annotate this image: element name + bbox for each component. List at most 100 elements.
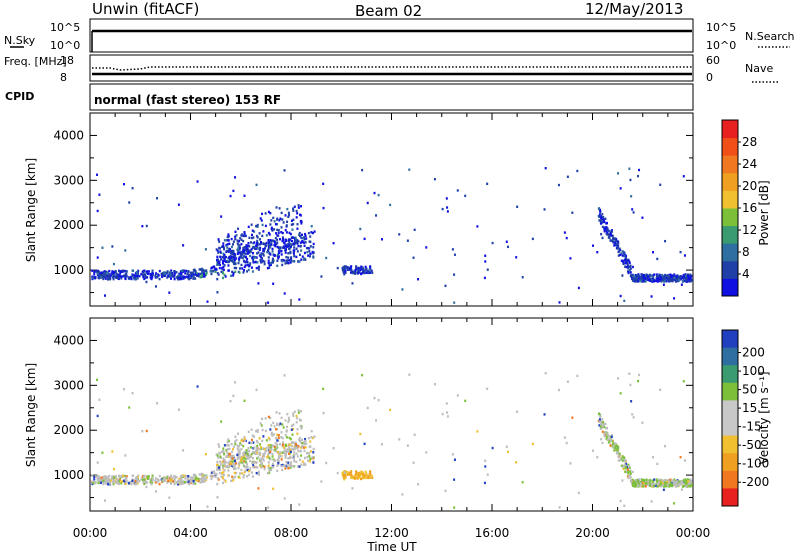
echo-point [141,478,144,482]
echo-point [269,245,272,249]
echo-point [276,234,279,237]
echo-point [308,445,311,448]
echo-point [312,256,315,259]
echo-point [291,441,294,444]
echo-point [93,276,96,279]
echo-point [265,234,268,237]
echo-point [312,246,315,249]
echo-point [144,481,147,485]
echo-point [604,226,607,230]
echo-point [278,207,281,210]
echo-point [91,482,94,486]
echo-point [175,476,178,479]
echo-point [413,228,416,232]
echo-point [268,438,271,441]
echo-point [248,263,251,266]
echo-point [290,461,293,464]
echo-point [218,247,221,250]
echo-point [276,428,279,431]
echo-point [600,437,603,441]
echo-point [634,479,637,482]
echo-point [243,265,246,269]
echo-point [308,452,311,455]
echo-point [377,193,380,197]
echo-point [304,234,307,238]
echo-point [355,267,358,271]
echo-point [290,239,293,243]
range-tick-label: 4000 [53,128,84,142]
echo-point [616,452,619,455]
echo-point [295,414,298,418]
echo-point [257,456,260,459]
echo-point [98,193,101,196]
echo-point [253,446,256,449]
echo-point [242,234,245,238]
echo-point [221,477,224,480]
echo-point [283,169,286,172]
echo-point [268,264,271,267]
echo-point [267,450,270,454]
echo-point [244,452,247,455]
echo-point [219,468,222,472]
echo-point [268,233,271,236]
echo-point [247,455,250,459]
echo-point [146,270,149,273]
echo-point [345,265,348,268]
echo-point [180,479,183,482]
echo-point [217,251,220,254]
echo-point [299,449,302,453]
echo-point [613,244,616,247]
echo-point [268,446,271,449]
echo-point [180,482,183,486]
echo-point [271,261,274,264]
echo-point [268,251,271,255]
echo-point [179,481,182,484]
echo-point [280,211,283,215]
echo-point [598,424,601,427]
echo-point [195,272,198,275]
echo-point [630,275,633,278]
echo-point [146,481,149,484]
colorbar-tick-label: 15 [742,401,757,415]
echo-point [628,261,631,264]
colorbar-swatch [722,435,738,454]
echo-point [235,257,238,260]
echo-point [273,433,276,436]
echo-point [252,236,255,239]
echo-point [163,479,166,483]
echo-point [259,422,262,425]
colorbar-tick-label: -200 [742,475,769,489]
echo-point [282,241,285,244]
echo-point [161,272,164,275]
echo-point [297,244,300,248]
echo-point [308,255,311,258]
echo-point [628,372,631,375]
echo-point [219,263,222,267]
echo-point [636,275,639,278]
echo-point [284,262,287,265]
colorbar-tick-label: 28 [742,135,757,149]
echo-point [250,471,253,474]
echo-point [683,459,686,462]
echo-point [300,240,303,244]
echo-point [276,223,279,226]
echo-point [263,247,266,250]
echo-point [370,270,373,273]
echo-point [257,251,260,254]
echo-point [360,470,363,473]
echo-point [92,481,95,485]
echo-point [134,272,137,275]
echo-point [214,475,217,479]
echo-point [342,266,345,269]
echo-point [257,471,260,475]
echo-point [243,451,246,454]
echo-point [425,451,428,454]
echo-point [608,230,611,233]
echo-point [363,442,366,446]
echo-point [613,442,616,445]
echo-point [256,261,259,264]
echo-point [676,275,679,278]
echo-point [619,453,622,457]
echo-point [286,243,289,246]
echo-point [242,252,245,255]
